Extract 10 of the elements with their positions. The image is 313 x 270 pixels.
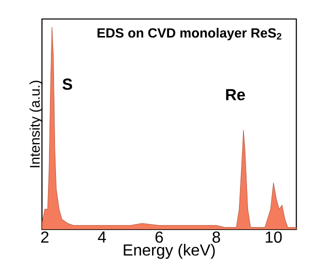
x-tick-label: 6 <box>156 231 163 243</box>
y-axis-title: Intensity (a.u.) <box>30 80 43 168</box>
x-tick-label: 4 <box>98 231 106 242</box>
chart-title: EDS on CVD monolayer ReS$_{2}$ <box>98 28 282 40</box>
annotation: Re <box>226 88 245 100</box>
x-tick-label: 10 <box>266 231 282 243</box>
x-tick-label: 8 <box>212 231 220 243</box>
x-tick-label: 2 <box>41 231 48 242</box>
x-axis-title: Energy (keV) <box>124 244 215 259</box>
annotation: S <box>62 78 72 90</box>
